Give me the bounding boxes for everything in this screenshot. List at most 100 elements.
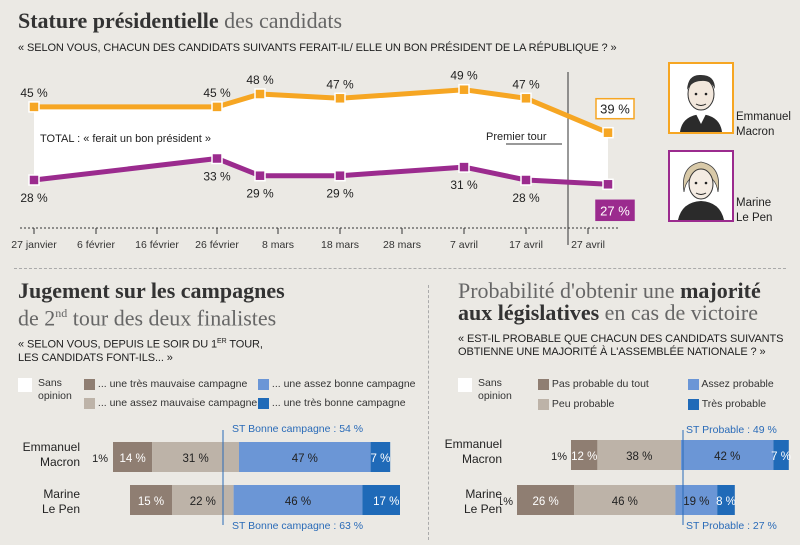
top-title: Stature présidentielle des candidats <box>18 8 342 34</box>
x-tick-label-8: 17 avril <box>509 239 543 251</box>
left-legend-sans: Sans opinion <box>38 377 72 402</box>
right-st-top: ST Probable : 49 % <box>686 424 777 436</box>
lepen-portrait <box>668 150 734 222</box>
bar-1-seg-1 <box>130 485 172 515</box>
series-0-label-3: 47 % <box>326 77 354 91</box>
bar-0-seg-4-label: 7 % <box>370 453 390 465</box>
series-1-point-5 <box>520 174 532 186</box>
left-title-line2a: de 2 <box>18 305 56 331</box>
bar-1-seg-2 <box>574 485 676 515</box>
macron-name: Emmanuel Macron <box>736 111 791 138</box>
x-tick-label-0: 27 janvier <box>11 239 57 251</box>
series-0-point-3 <box>334 92 346 105</box>
right-title-line2a: aux législatives <box>458 300 600 325</box>
bar-0-sans-label: 1% <box>551 451 567 463</box>
right-title: Probabilité d'obtenir une majorité aux l… <box>458 280 761 324</box>
series-0-point-5 <box>520 92 532 105</box>
bar-1-seg-3-label: 46 % <box>285 496 311 508</box>
left-title-line1: Jugement sur les campagnes <box>18 278 285 303</box>
bar-0-sans-label: 1% <box>92 453 108 465</box>
series-1-point-3 <box>334 169 346 182</box>
bar-1-seg-4-label: 17 % <box>373 496 399 508</box>
left-st-top: ST Bonne campagne : 54 % <box>232 423 364 435</box>
right-row-macron-label: Emmanuel Macron <box>444 437 502 466</box>
series-0-point-0 <box>28 101 40 113</box>
series-1-label-4: 31 % <box>450 178 478 192</box>
bar-1-seg-1 <box>517 485 575 515</box>
bar-0-seg-2 <box>152 442 239 472</box>
series-0-point-6 <box>602 126 614 139</box>
series-0-end-box <box>595 97 635 120</box>
bar-0-seg-2-label: 31 % <box>182 453 208 465</box>
bar-1-seg-1-label: 15 % <box>138 496 164 508</box>
x-tick-label-6: 28 mars <box>383 239 421 251</box>
left-legend-fairly-bad: ... une assez mauvaise campagne <box>84 397 257 409</box>
left-legend-sans-swatch <box>18 378 32 392</box>
bar-1-seg-3-label: 19 % <box>683 496 709 508</box>
series-0-point-4 <box>458 83 470 96</box>
series-1-label-6: 27 % <box>600 203 630 218</box>
top-title-bold: Stature présidentielle <box>18 8 219 33</box>
series-0-label-2: 48 % <box>246 73 274 87</box>
left-legend-very-good: ... une très bonne campagne <box>258 397 406 409</box>
right-row-lepen-label: Marine Le Pen <box>463 487 502 516</box>
bar-1-seg-4-label: 8 % <box>716 496 736 508</box>
line-chart-plot: Premier tour TOTAL : « ferait un bon prés… <box>11 69 635 251</box>
left-question: « SELON VOUS, DEPUIS LE SOIR DU 1ER TOUR… <box>18 338 263 364</box>
bar-1-seg-1-label: 26 % <box>532 496 558 508</box>
right-bars-plot: 1% 12 % 38 % 42 % 7 % 1% 26 % 46 % 19 % 8 % <box>500 430 791 525</box>
x-tick-label-3: 26 février <box>195 239 239 251</box>
series-1-point-4 <box>458 161 470 173</box>
series-0-label-1: 45 % <box>203 86 231 100</box>
bar-0-seg-4-label: 7 % <box>771 451 791 463</box>
right-question: « EST-IL PROBABLE QUE CHACUN DES CANDIDA… <box>458 333 784 358</box>
bottom-divider <box>428 285 429 540</box>
right-legend-not-at-all: Pas probable du tout <box>538 378 649 390</box>
right-legend-very-likely: Très probable <box>688 398 766 410</box>
right-st-bottom: ST Probable : 27 % <box>686 520 777 532</box>
series-0-point-1 <box>211 101 223 113</box>
bar-0-seg-1-label: 12 % <box>571 451 597 463</box>
bar-0-seg-1-label: 14 % <box>119 453 145 465</box>
x-tick-label-7: 7 avril <box>450 239 478 251</box>
stature-line-chart: Premier tour TOTAL : « ferait un bon prés… <box>11 69 635 251</box>
series-1-label-1: 33 % <box>203 170 231 184</box>
top-title-light: des candidats <box>224 8 343 33</box>
section-divider <box>14 268 786 269</box>
left-title-sup: nd <box>55 306 68 320</box>
bar-1-seg-3 <box>675 485 718 515</box>
series-1-label-0: 28 % <box>20 191 48 205</box>
left-legend-very-bad: ... une très mauvaise campagne <box>84 378 247 390</box>
series-1-end-box <box>595 199 635 222</box>
bar-0-seg-2-label: 38 % <box>626 451 652 463</box>
bar-1-seg-3 <box>233 485 363 515</box>
series-1-point-6 <box>602 178 614 191</box>
x-tick-label-5: 18 mars <box>321 239 359 251</box>
bar-0-seg-2 <box>597 440 681 470</box>
bar-1-seg-2-label: 46 % <box>612 496 638 508</box>
left-title-line2b: tour des deux finalistes <box>67 305 277 331</box>
bar-1-sans-label: 1% <box>500 496 513 508</box>
left-title: Jugement sur les campagnes de 2nd tour d… <box>18 280 285 329</box>
series-1-label-5: 28 % <box>512 191 540 205</box>
left-bars-plot: 1% 14 % 31 % 47 % 7 % 15 % 22 % 46 % 17 % <box>92 430 400 525</box>
left-bar-chart: 1% 14 % 31 % 47 % 7 % 15 % 22 % 46 % 17 % <box>92 430 400 525</box>
right-title-line1a: Probabilité d'obtenir une <box>458 278 681 303</box>
right-title-line2b: en cas de victoire <box>599 300 758 325</box>
macron-portrait <box>668 62 734 134</box>
right-legend-unlikely: Peu probable <box>538 398 614 410</box>
bar-1-seg-4 <box>362 485 400 515</box>
right-bar-chart: 1% 12 % 38 % 42 % 7 % 1% 26 % 46 % 19 % 8 % <box>500 430 791 525</box>
series-0-label-0: 45 % <box>20 86 48 100</box>
right-legend-fairly-likely: Assez probable <box>688 378 774 390</box>
bar-0-seg-3 <box>239 442 371 472</box>
total-label: TOTAL : « ferait un bon président » <box>40 133 211 145</box>
bar-0-seg-3-label: 47 % <box>292 453 318 465</box>
bar-0-seg-3 <box>681 440 774 470</box>
right-legend-sans-swatch <box>458 378 472 392</box>
x-tick-label-9: 27 avril <box>571 239 605 251</box>
top-question: « SELON VOUS, CHACUN DES CANDIDATS SUIVA… <box>18 42 617 54</box>
x-tick-label-1: 6 février <box>77 239 115 251</box>
left-row-lepen-label: Marine Le Pen <box>41 487 80 516</box>
x-tick-label-2: 16 février <box>135 239 179 251</box>
